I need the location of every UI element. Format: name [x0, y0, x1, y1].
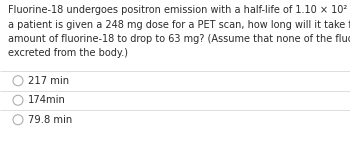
Text: 217 min: 217 min — [28, 76, 69, 86]
Text: Fluorine-18 undergoes positron emission with a half-life of 1.10 × 10² minutes. : Fluorine-18 undergoes positron emission … — [8, 5, 350, 15]
Text: excreted from the body.): excreted from the body.) — [8, 48, 128, 59]
Text: amount of fluorine-18 to drop to 63 mg? (Assume that none of the fluorine is: amount of fluorine-18 to drop to 63 mg? … — [8, 34, 350, 44]
Text: 79.8 min: 79.8 min — [28, 115, 72, 125]
Text: a patient is given a 248 mg dose for a PET scan, how long will it take for the: a patient is given a 248 mg dose for a P… — [8, 20, 350, 29]
Text: 174min: 174min — [28, 95, 66, 105]
